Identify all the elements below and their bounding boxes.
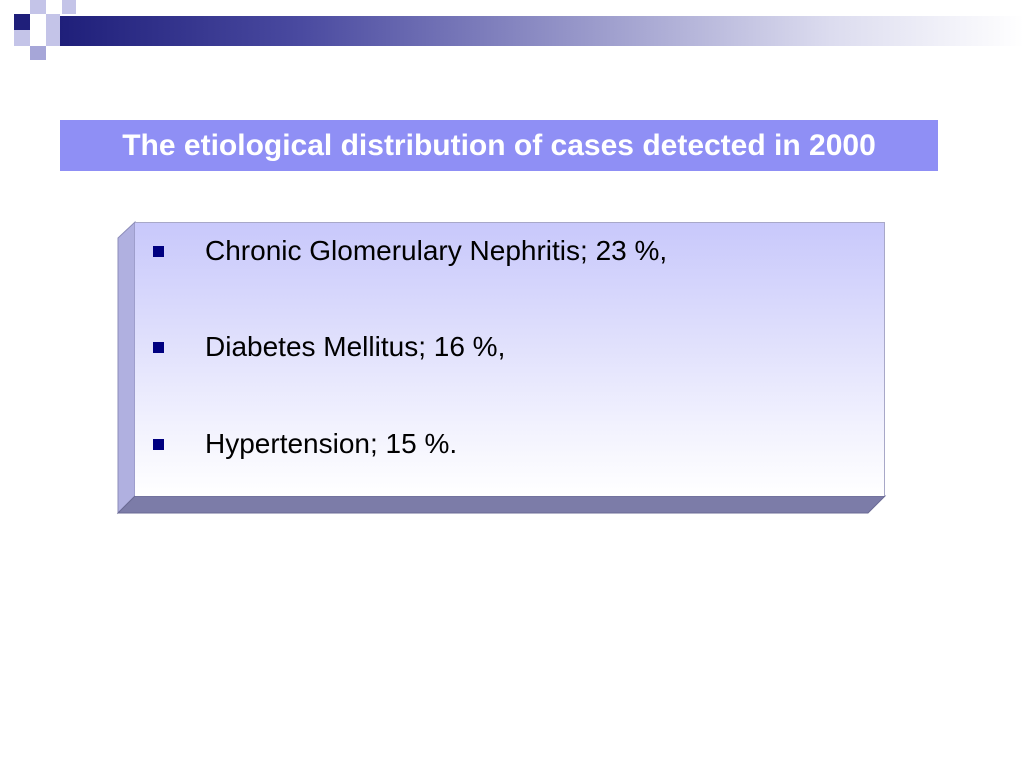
decor-square-mid (30, 46, 46, 60)
decor-square-light (62, 0, 76, 14)
decor-square-light (30, 0, 46, 14)
square-bullet-icon (153, 341, 164, 353)
bullet-text: Chronic Glomerulary Nephritis; 23 %, (205, 235, 668, 266)
decor-square-light (14, 30, 30, 46)
bullet-text: Hypertension; 15 %. (205, 428, 458, 459)
decor-square-dark (14, 14, 30, 30)
list-item: Chronic Glomerulary Nephritis; 23 %, (135, 235, 667, 267)
square-bullet-icon (153, 438, 164, 450)
bullet-text: Diabetes Mellitus; 16 %, (205, 331, 506, 362)
bevel-bottom-side (116, 495, 887, 514)
bevel-left-side (117, 220, 136, 515)
slide-title: The etiological distribution of cases de… (122, 128, 876, 162)
square-bullet-icon (153, 245, 164, 257)
header-gradient-band (60, 16, 1024, 46)
title-box: The etiological distribution of cases de… (60, 120, 938, 171)
list-item: Hypertension; 15 %. (135, 428, 457, 460)
list-item: Diabetes Mellitus; 16 %, (135, 331, 505, 363)
decor-square-light (46, 14, 60, 30)
decor-square-light (46, 30, 60, 46)
content-box: Chronic Glomerulary Nephritis; 23 %, Dia… (135, 222, 885, 496)
